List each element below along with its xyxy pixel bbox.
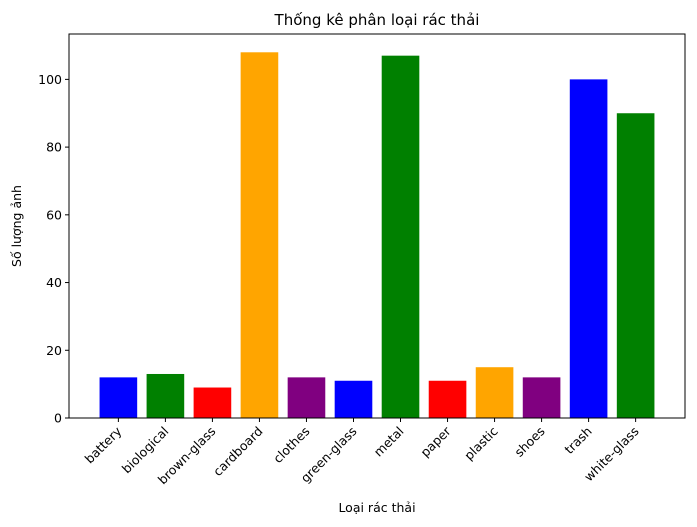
y-tick-label: 80 bbox=[46, 140, 62, 155]
bar-cardboard bbox=[240, 52, 279, 418]
y-tick-label: 60 bbox=[46, 207, 62, 222]
bar-green-glass bbox=[334, 380, 373, 418]
bar-plastic bbox=[475, 367, 514, 418]
plot-frame bbox=[68, 33, 686, 419]
x-tick-label: cardboard bbox=[210, 424, 265, 479]
x-tick-label: paper bbox=[417, 423, 454, 460]
bar-brown-glass bbox=[193, 387, 232, 418]
x-tick-label: trash bbox=[561, 424, 594, 457]
x-tick-label: battery bbox=[82, 423, 125, 466]
bar-clothes bbox=[287, 377, 326, 418]
x-axis-title: Loại rác thải bbox=[338, 500, 415, 515]
y-tick-label: 100 bbox=[38, 72, 62, 87]
bar-battery bbox=[99, 377, 138, 418]
bar-white-glass bbox=[616, 113, 655, 419]
bar-trash bbox=[569, 79, 608, 418]
bars-layer bbox=[99, 52, 655, 419]
x-tick-label: metal bbox=[371, 424, 407, 460]
bar-biological bbox=[146, 373, 185, 418]
chart-title: Thống kê phân loại rác thải bbox=[274, 11, 480, 29]
bar-shoes bbox=[522, 377, 561, 418]
bar-paper bbox=[428, 380, 467, 418]
y-tick-label: 20 bbox=[46, 343, 62, 358]
y-tick-label: 0 bbox=[54, 411, 62, 426]
x-tick-label: clothes bbox=[270, 424, 312, 466]
bar-metal bbox=[381, 55, 420, 419]
y-axis-ticks: 0 20 40 60 80 100 bbox=[38, 72, 69, 426]
y-tick-label: 40 bbox=[46, 275, 62, 290]
x-tick-label: shoes bbox=[511, 424, 547, 460]
y-axis-title: Số lượng ảnh bbox=[9, 185, 24, 267]
x-tick-label: plastic bbox=[461, 423, 501, 463]
